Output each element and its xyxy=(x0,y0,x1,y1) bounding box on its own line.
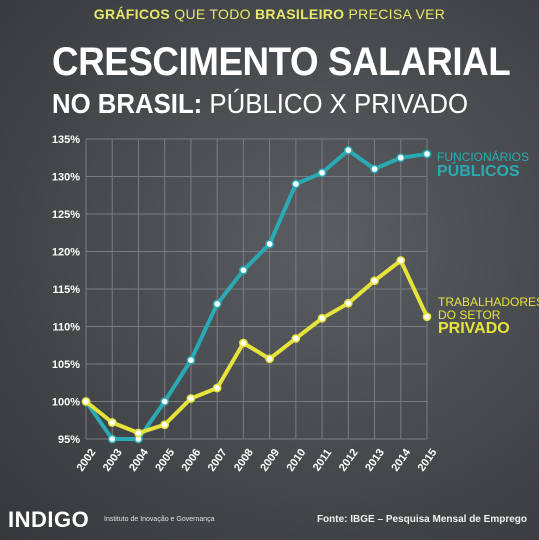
tagline: GRÁFICOS QUE TODO BRASILEIRO PRECISA VER xyxy=(0,6,539,22)
chart-series xyxy=(81,145,432,444)
subtitle-regular: PÚBLICO X PRIVADO xyxy=(202,88,469,119)
y-tick-label: 135% xyxy=(52,134,80,146)
legend-private-line3: PRIVADO xyxy=(438,320,510,338)
data-point-0 xyxy=(317,168,327,178)
chart-grid xyxy=(85,138,428,440)
x-tick-label: 2008 xyxy=(232,447,256,474)
data-point-1 xyxy=(107,418,117,427)
data-point-1 xyxy=(239,338,248,348)
y-tick-label: 120% xyxy=(52,247,80,259)
series-line-1 xyxy=(84,258,429,435)
x-tick-label: 2014 xyxy=(389,446,413,474)
y-tick-label: 130% xyxy=(52,172,80,184)
data-point-0 xyxy=(291,179,301,189)
legend-private-line2: DO SETOR xyxy=(438,307,501,322)
tagline-text-2: PRECISA VER xyxy=(344,6,446,22)
y-tick-label: 110% xyxy=(52,322,80,334)
legend-private: TRABALHADORES DO SETOR PRIVADO xyxy=(438,296,539,338)
x-tick-label: 2007 xyxy=(206,447,230,474)
data-point-0 xyxy=(107,434,117,444)
indigo-logo: INDIGO xyxy=(8,507,90,532)
y-tick-label: 95% xyxy=(58,434,80,446)
legend-public-line2: PÚBLICOS xyxy=(437,162,520,180)
series-line-0 xyxy=(84,148,429,441)
x-tick-label: 2013 xyxy=(363,447,387,474)
data-point-1 xyxy=(396,256,406,265)
x-tick-label: 2006 xyxy=(180,447,204,474)
data-point-1 xyxy=(212,383,222,393)
chart-subtitle: NO BRASIL: PÚBLICO X PRIVADO xyxy=(52,88,468,120)
data-point-1 xyxy=(160,420,170,430)
data-point-1 xyxy=(81,397,91,406)
y-tick-label: 115% xyxy=(52,284,80,296)
data-point-0 xyxy=(239,265,248,275)
x-tick-label: 2010 xyxy=(284,447,308,474)
data-point-1 xyxy=(291,334,301,343)
y-tick-label: 105% xyxy=(52,359,80,371)
x-tick-label: 2009 xyxy=(258,447,282,474)
data-point-0 xyxy=(422,149,432,159)
legend-public: FUNCIONÁRIOS PÚBLICOS xyxy=(437,151,529,180)
legend-public-line1: FUNCIONÁRIOS xyxy=(437,150,530,164)
x-tick-label: 2012 xyxy=(337,447,361,474)
logo-subtitle: Instituto de Inovação e Governança xyxy=(104,516,215,523)
tagline-text-1: QUE TODO xyxy=(170,6,256,22)
data-point-1 xyxy=(317,313,327,323)
x-axis-labels: 2002 2003 2004 2005 2006 2007 2008 2009 2010 2011… xyxy=(75,446,440,474)
x-tick-label: 2005 xyxy=(153,447,177,474)
data-point-0 xyxy=(370,164,379,174)
x-tick-label: 2011 xyxy=(311,447,335,473)
data-point-1 xyxy=(370,276,379,286)
data-point-1 xyxy=(422,312,432,322)
source-note: Fonte: IBGE – Pesquisa Mensal de Emprego xyxy=(316,514,527,525)
x-tick-label: 2003 xyxy=(101,447,125,474)
y-tick-label: 125% xyxy=(52,209,80,221)
subtitle-bold: NO BRASIL: xyxy=(52,88,203,119)
data-point-1 xyxy=(134,428,143,438)
data-point-1 xyxy=(343,298,353,308)
data-point-0 xyxy=(396,153,406,163)
y-axis-labels: 135% 130% 125% 120% 115% 110% 105% 100% 95% xyxy=(52,134,80,446)
chart-title: CRESCIMENTO SALARIAL xyxy=(52,40,511,84)
data-point-0 xyxy=(212,299,222,309)
x-tick-label: 2015 xyxy=(416,447,440,474)
tagline-bold-2: BRASILEIRO xyxy=(255,6,345,22)
data-point-1 xyxy=(265,354,274,364)
data-point-0 xyxy=(186,355,196,365)
data-point-0 xyxy=(343,145,353,155)
legend-private-line1: TRABALHADORES xyxy=(438,295,539,309)
y-tick-label: 100% xyxy=(52,397,80,409)
data-point-1 xyxy=(186,394,196,403)
x-tick-label: 2004 xyxy=(127,446,151,474)
x-tick-label: 2002 xyxy=(75,447,99,474)
data-point-0 xyxy=(160,397,170,406)
tagline-bold-1: GRÁFICOS xyxy=(93,6,171,22)
data-point-0 xyxy=(265,239,274,249)
